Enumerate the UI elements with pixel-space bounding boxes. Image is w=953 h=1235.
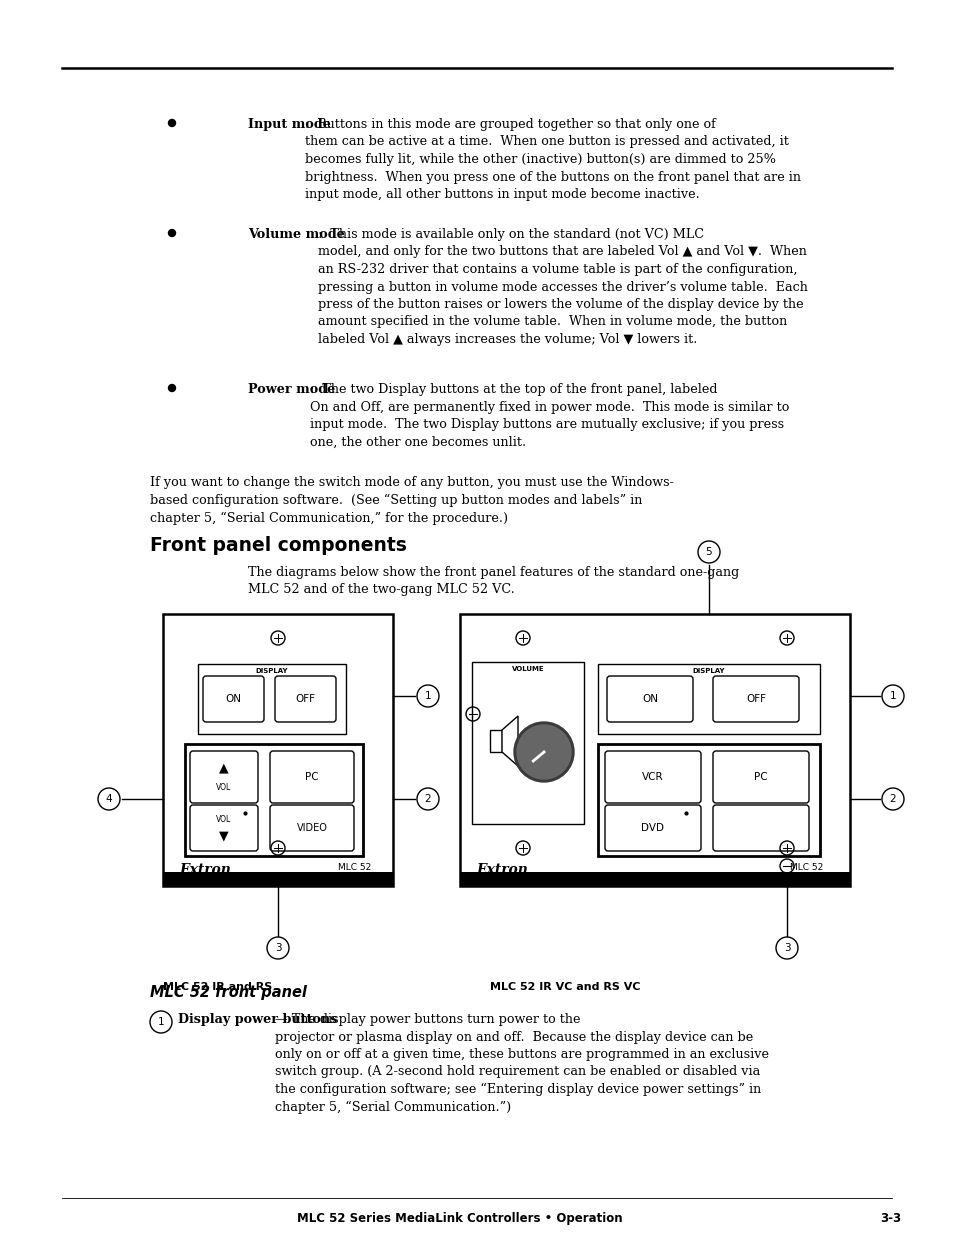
- Text: 2: 2: [424, 794, 431, 804]
- FancyBboxPatch shape: [472, 662, 583, 824]
- Circle shape: [169, 384, 175, 391]
- FancyBboxPatch shape: [459, 614, 849, 885]
- Text: PC: PC: [305, 772, 318, 782]
- Text: MLC 52 IR VC and RS VC: MLC 52 IR VC and RS VC: [490, 982, 639, 992]
- FancyBboxPatch shape: [163, 872, 393, 885]
- Text: 1: 1: [424, 692, 431, 701]
- FancyBboxPatch shape: [203, 676, 264, 722]
- FancyBboxPatch shape: [274, 676, 335, 722]
- FancyBboxPatch shape: [598, 664, 820, 734]
- Text: VIDEO: VIDEO: [296, 823, 327, 832]
- FancyBboxPatch shape: [270, 805, 354, 851]
- Text: MLC 52 IR and RS: MLC 52 IR and RS: [163, 982, 272, 992]
- Text: OFF: OFF: [294, 694, 314, 704]
- Text: :  Buttons in this mode are grouped together so that only one of
them can be act: : Buttons in this mode are grouped toget…: [305, 119, 801, 201]
- FancyBboxPatch shape: [604, 751, 700, 803]
- Text: ▼: ▼: [219, 830, 229, 842]
- Circle shape: [514, 722, 574, 782]
- Text: If you want to change the switch mode of any button, you must use the Windows-
b: If you want to change the switch mode of…: [150, 475, 673, 525]
- Text: ▲: ▲: [219, 762, 229, 774]
- Text: Volume mode: Volume mode: [248, 228, 344, 241]
- FancyBboxPatch shape: [198, 664, 346, 734]
- FancyBboxPatch shape: [190, 751, 257, 803]
- FancyBboxPatch shape: [163, 614, 393, 885]
- FancyBboxPatch shape: [606, 676, 692, 722]
- Circle shape: [169, 120, 175, 126]
- Circle shape: [517, 725, 571, 779]
- Text: 1: 1: [157, 1016, 164, 1028]
- Text: PC: PC: [754, 772, 767, 782]
- Polygon shape: [501, 716, 517, 766]
- Text: 2: 2: [889, 794, 896, 804]
- Text: 1: 1: [889, 692, 896, 701]
- Text: DISPLAY: DISPLAY: [692, 668, 724, 674]
- Text: — The display power buttons turn power to the
projector or plasma display on and: — The display power buttons turn power t…: [274, 1013, 768, 1114]
- Text: 4: 4: [106, 794, 112, 804]
- FancyBboxPatch shape: [490, 730, 501, 752]
- Text: 3: 3: [782, 944, 789, 953]
- FancyBboxPatch shape: [459, 872, 849, 885]
- Text: Extron: Extron: [179, 863, 231, 877]
- FancyBboxPatch shape: [185, 743, 363, 856]
- FancyBboxPatch shape: [712, 751, 808, 803]
- Text: VOL: VOL: [216, 783, 232, 793]
- Text: Power mode: Power mode: [248, 383, 335, 396]
- FancyBboxPatch shape: [712, 805, 808, 851]
- Text: 5: 5: [705, 547, 712, 557]
- FancyBboxPatch shape: [270, 751, 354, 803]
- Text: VCR: VCR: [641, 772, 663, 782]
- Text: 3-3: 3-3: [879, 1212, 901, 1225]
- Text: Input mode: Input mode: [248, 119, 331, 131]
- Text: MLC 52 front panel: MLC 52 front panel: [150, 986, 307, 1000]
- Text: MLC 52: MLC 52: [789, 863, 822, 872]
- Text: VOLUME: VOLUME: [511, 666, 544, 672]
- Text: 3: 3: [274, 944, 281, 953]
- Text: VOL: VOL: [216, 815, 232, 825]
- Text: The diagrams below show the front panel features of the standard one-gang
MLC 52: The diagrams below show the front panel …: [248, 566, 739, 597]
- Text: Front panel components: Front panel components: [150, 536, 406, 555]
- Text: MLC 52: MLC 52: [337, 863, 371, 872]
- FancyBboxPatch shape: [190, 805, 257, 851]
- Text: :  The two Display buttons at the top of the front panel, labeled
On and Off, ar: : The two Display buttons at the top of …: [310, 383, 788, 448]
- Text: Display power buttons: Display power buttons: [178, 1013, 341, 1026]
- Text: MLC 52 Series MediaLink Controllers • Operation: MLC 52 Series MediaLink Controllers • Op…: [297, 1212, 622, 1225]
- FancyBboxPatch shape: [712, 676, 799, 722]
- Text: :  This mode is available only on the standard (not VC) MLC
model, and only for : : This mode is available only on the sta…: [317, 228, 807, 346]
- Text: OFF: OFF: [745, 694, 765, 704]
- Circle shape: [169, 230, 175, 236]
- Text: DVD: DVD: [640, 823, 664, 832]
- FancyBboxPatch shape: [598, 743, 820, 856]
- Text: DISPLAY: DISPLAY: [255, 668, 288, 674]
- Text: ON: ON: [225, 694, 241, 704]
- Text: Extron: Extron: [476, 863, 527, 877]
- FancyBboxPatch shape: [604, 805, 700, 851]
- Text: ON: ON: [641, 694, 658, 704]
